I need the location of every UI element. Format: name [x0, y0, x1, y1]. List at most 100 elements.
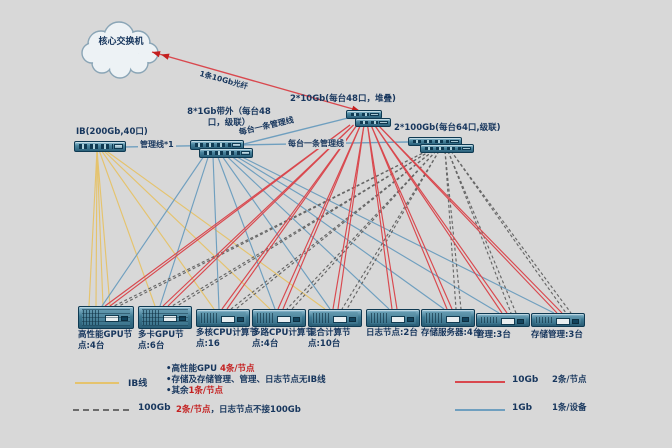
server-node-5[interactable] — [308, 309, 362, 327]
server-drive-bay — [104, 315, 119, 322]
server-node-3[interactable] — [196, 309, 250, 327]
fiber-link-core-to-10gb — [151, 51, 361, 112]
link-g100 — [118, 150, 428, 307]
core-switch-cloud-label: 核心交换机 — [98, 37, 144, 47]
10gb-switch-label: 2*10Gb(每台48口，堆叠) — [290, 94, 396, 104]
server-drive-bay — [277, 315, 292, 323]
100gb-switch-label: 2*100Gb(每台64口,级联) — [394, 123, 501, 133]
server-node-6[interactable] — [366, 309, 420, 327]
legend-10gb-note: 2条/节点 — [552, 375, 587, 385]
link-g1 — [239, 155, 555, 314]
link-g10 — [366, 124, 398, 310]
link-g100 — [176, 150, 431, 307]
server-node-8[interactable] — [476, 313, 530, 327]
server-node-1[interactable] — [78, 306, 134, 329]
node-label-log: 日志节点:2台 — [366, 328, 418, 338]
link-g100 — [450, 150, 567, 314]
server-vent — [257, 313, 274, 323]
legend-ib-notes: •高性能GPU 4条/节点 •存储及存储管理、管理、日志节点无IB线 •其余1条… — [166, 364, 326, 397]
link-g10 — [374, 124, 503, 314]
server-drive-bay — [333, 315, 348, 323]
legend-label-100gb: 100Gb — [138, 403, 171, 413]
link-g100 — [444, 150, 457, 310]
server-led — [406, 316, 414, 322]
switch-ports — [351, 113, 369, 116]
server-drive-bay — [446, 315, 461, 323]
server-node-7[interactable] — [421, 309, 475, 327]
legend-label-1gb: 1Gb — [512, 403, 533, 413]
link-g10 — [370, 124, 448, 310]
node-label-mgmt: 管理:3台 — [476, 330, 511, 340]
legend-swatch-10gb-line — [455, 381, 505, 383]
link-g10 — [221, 124, 358, 310]
server-led — [120, 316, 128, 321]
link-g10 — [277, 124, 362, 310]
link-g10 — [366, 124, 393, 310]
server-node-2[interactable] — [138, 306, 192, 329]
link-g10 — [337, 124, 365, 310]
link-ib — [100, 149, 215, 310]
switch-ports — [360, 121, 378, 124]
switch-cap — [241, 151, 250, 155]
arrowhead-icon — [161, 53, 170, 60]
server-vent — [83, 310, 101, 325]
switch-ports — [79, 144, 113, 149]
link-g10 — [109, 124, 351, 307]
node-label-gpu-hp: 高性能GPU节点:4台 — [78, 330, 133, 352]
link-ib — [96, 149, 104, 307]
switch-cap — [450, 140, 459, 143]
server-drive-bay — [556, 317, 571, 325]
100gb-switch-unit-2[interactable] — [420, 144, 474, 153]
switch-cap — [232, 143, 241, 147]
legend-label-ib: IB线 — [128, 379, 148, 389]
node-label-cpu-core: 多核CPU计算节点:16 — [196, 328, 258, 350]
server-vent — [426, 313, 443, 323]
1gb-switch-label: 8*1Gb带外（每台48口，级联） — [187, 107, 271, 128]
mgmt-line-x1-label: 管理线*1 — [138, 140, 176, 150]
10gb-switch-unit-2[interactable] — [355, 118, 391, 127]
link-g100 — [444, 150, 462, 310]
legend-swatch-100gb-line — [73, 409, 129, 411]
1gb-switch-unit-2[interactable] — [199, 148, 253, 158]
node-label-gpu-multi: 多卡GPU节点:6台 — [138, 330, 184, 352]
server-node-4[interactable] — [252, 309, 306, 327]
server-led — [236, 316, 244, 322]
ib-switch[interactable] — [74, 141, 126, 152]
mgmt-link-1gb-to-10gb — [239, 116, 353, 146]
legend-swatch-1gb-line — [455, 409, 505, 411]
server-rails — [82, 309, 130, 326]
link-g10 — [332, 124, 365, 310]
legend-ib-note-1: •高性能GPU 4条/节点 — [166, 364, 255, 374]
link-g1 — [212, 155, 220, 310]
link-g1 — [235, 155, 500, 314]
link-g100 — [113, 150, 428, 307]
switch-ports — [195, 143, 231, 147]
link-g1 — [101, 155, 205, 307]
node-label-storage-srv: 存储服务器:4台 — [421, 328, 482, 338]
server-led — [571, 318, 579, 324]
link-g10 — [377, 124, 563, 314]
link-g100 — [450, 150, 572, 314]
legend-ib-note-3: •其余1条/节点 — [166, 386, 223, 397]
node-label-cpu-way: 多路CPU计算节点:4台 — [252, 328, 314, 350]
node-label-hybrid: 混合计算节点:10台 — [308, 328, 351, 350]
server-node-9[interactable] — [531, 313, 585, 327]
server-vent — [536, 317, 553, 323]
link-g10 — [226, 124, 358, 310]
link-g10 — [374, 124, 508, 314]
switch-ports — [425, 147, 461, 150]
mgmt-line-horizontal-label: 每台一条管理线 — [286, 139, 346, 149]
server-drive-bay — [221, 315, 236, 323]
server-vent — [143, 310, 160, 325]
link-g1 — [230, 155, 445, 310]
server-vent — [201, 313, 218, 323]
legend-1gb-note: 1条/设备 — [552, 403, 587, 413]
link-ib — [98, 149, 156, 307]
server-drive-bay — [391, 315, 406, 323]
server-led — [292, 316, 300, 322]
server-drive-bay — [163, 315, 178, 322]
legend-100gb-note: 2条/节点，日志节点不接100Gb — [176, 405, 301, 415]
server-drive-bay — [501, 317, 516, 325]
link-ib — [102, 149, 271, 310]
link-ib — [88, 149, 98, 307]
